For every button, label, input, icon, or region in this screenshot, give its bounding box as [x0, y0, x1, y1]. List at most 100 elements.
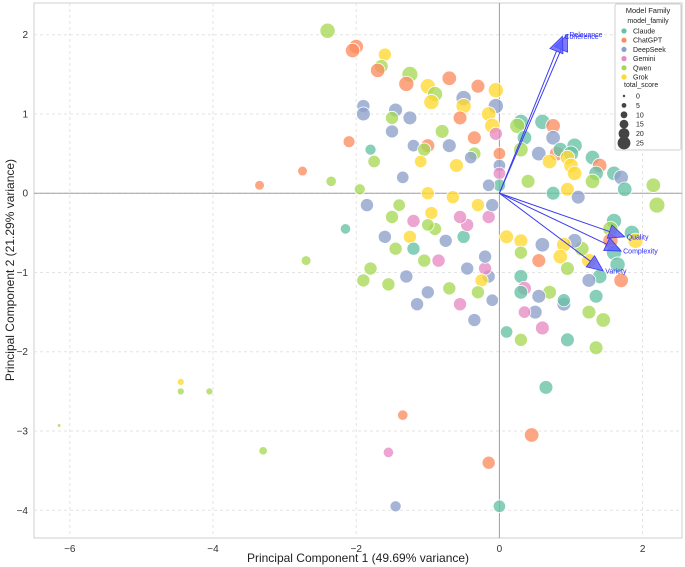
point-qwen [325, 175, 337, 187]
point-chatgpt [441, 70, 457, 86]
vector-label-coherence: Coherence [564, 34, 598, 41]
point-grok [541, 153, 558, 170]
point-gemini [406, 213, 421, 228]
legend-families: Claude ChatGPT DeepSeek Gemini Qwen Grok [621, 28, 666, 82]
legend-label-gemini: Gemini [633, 56, 656, 63]
point-deepseek [402, 110, 418, 126]
legend-swatch-claude [621, 28, 627, 34]
point-claude [538, 380, 554, 395]
point-qwen [388, 241, 403, 256]
legend-title: Model Family [626, 6, 671, 15]
x-tick-label: −2 [351, 544, 363, 555]
y-tick-label: 2 [22, 30, 28, 41]
x-tick-labels: −6 −4 −2 0 2 [64, 544, 646, 555]
x-tick-label: 0 [497, 544, 503, 555]
legend-label-grok: Grok [633, 75, 649, 82]
point-gemini [453, 297, 468, 312]
legend-size-marker [622, 94, 626, 98]
point-qwen [584, 173, 601, 190]
point-qwen [392, 198, 406, 212]
point-grok [413, 154, 428, 169]
point-deepseek [438, 233, 453, 248]
point-grok [552, 248, 568, 265]
point-chatgpt [452, 110, 468, 126]
vector-label-variety: Variety [605, 268, 627, 275]
vector-variety [499, 192, 591, 262]
point-grok [487, 82, 504, 99]
point-qwen [417, 142, 432, 157]
point-chatgpt [297, 165, 308, 177]
legend-swatch-chatgpt [621, 37, 627, 43]
y-tick-label: 1 [22, 109, 28, 120]
point-deepseek [467, 313, 482, 328]
x-axis-label: Principal Component 1 (49.69% variance) [247, 551, 469, 565]
point-qwen [442, 281, 457, 296]
point-claude [339, 223, 352, 235]
point-deepseek [396, 170, 410, 185]
point-chatgpt [344, 42, 361, 59]
legend-box [614, 3, 682, 151]
point-deepseek [534, 237, 551, 253]
point-chatgpt [481, 455, 496, 470]
point-claude [456, 229, 471, 244]
legend-size-marker [621, 103, 627, 108]
legend-swatch-qwen [621, 65, 627, 71]
point-gemini [478, 261, 493, 276]
legend-label-qwen: Qwen [633, 65, 651, 72]
point-deepseek [377, 229, 392, 244]
point-deepseek [460, 261, 475, 276]
point-gemini [488, 126, 503, 141]
point-grok [402, 229, 417, 244]
point-qwen [421, 218, 435, 232]
legend-swatch-gemini [621, 56, 627, 62]
point-claude [556, 293, 571, 308]
point-chatgpt [398, 75, 415, 92]
point-qwen [381, 277, 396, 292]
point-claude [617, 181, 633, 197]
y-axis-label: Principal Component 2 (21.29% variance) [3, 159, 17, 381]
point-grok [470, 198, 485, 213]
legend-size-marker [618, 128, 630, 140]
legend-size-label: 20 [636, 131, 644, 138]
point-gemini [453, 209, 468, 224]
legend-size-label: 25 [636, 141, 644, 148]
point-grok [566, 165, 583, 182]
vector-label-relevance: Relevance [569, 32, 602, 39]
point-qwen [385, 110, 400, 125]
vector-quality [499, 192, 610, 233]
point-grok [627, 232, 644, 249]
vector-relevance [498, 49, 562, 194]
y-tick-label: −4 [17, 506, 29, 517]
vector-label-complexity: Complexity [623, 249, 658, 256]
legend-size-label: 10 [636, 112, 644, 119]
point-claude [588, 288, 604, 304]
y-tick-label: 0 [22, 189, 28, 200]
point-qwen [513, 245, 528, 260]
point-qwen [520, 173, 536, 189]
y-tick-label: −1 [17, 268, 29, 279]
point-chatgpt [254, 179, 265, 191]
point-deepseek [531, 145, 547, 162]
point-claude [513, 284, 529, 300]
point-grok [560, 181, 575, 197]
x-tick-label: 2 [640, 544, 646, 555]
legend-size-marker [620, 111, 628, 119]
point-gemini [431, 253, 446, 268]
legend: Model Family model_family Claude ChatGPT D… [614, 3, 682, 151]
point-claude [406, 241, 421, 256]
point-qwen [509, 117, 526, 134]
point-qwen [356, 273, 371, 288]
point-grok [420, 186, 435, 201]
point-grok [445, 190, 460, 205]
point-chatgpt [492, 146, 507, 161]
point-grok [499, 229, 514, 245]
point-chatgpt [397, 409, 409, 421]
point-claude [609, 256, 626, 273]
vector-complexity [499, 192, 607, 245]
point-deepseek [478, 249, 493, 264]
point-claude [560, 332, 575, 348]
point-qwen [56, 423, 62, 428]
legend-size-label: 5 [636, 103, 640, 110]
